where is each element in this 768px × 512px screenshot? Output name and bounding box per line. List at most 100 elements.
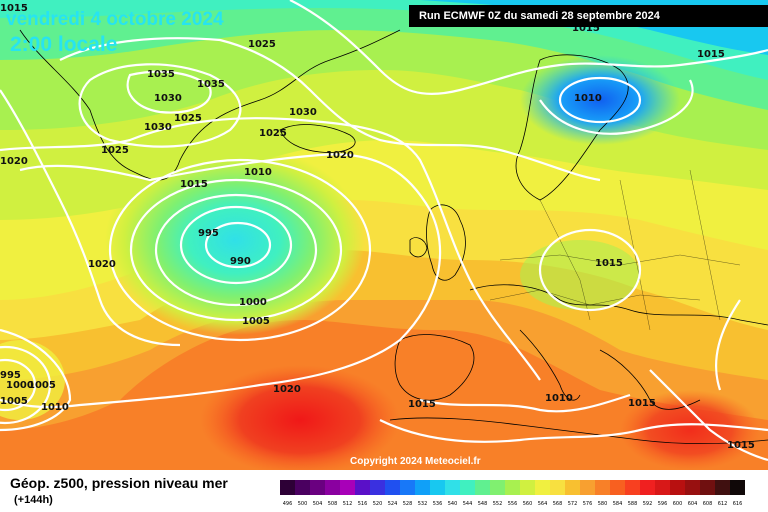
isobar-1010-scand [558,76,642,124]
scale-swatch [325,480,340,495]
border-mid [489,289,701,306]
scale-swatch [595,480,610,495]
field-atlantic-low [105,145,365,335]
isobar-1005 [129,178,343,322]
scale-label: 540 [447,501,458,507]
scale-label: 512 [342,501,353,507]
scale-swatch [580,480,595,495]
scale-label: 560 [522,501,533,507]
color-scale [280,480,745,495]
scale-swatch [370,480,385,495]
scale-swatch [280,480,295,495]
isobar-label: 1015 [595,258,623,269]
scale-swatch [310,480,325,495]
scale-swatch [685,480,700,495]
balkans-coast [599,349,701,410]
border-north [499,254,741,266]
isobar-label: 990 [230,256,251,267]
forecast-date: vendredi 4 octobre 2024 [6,9,224,30]
border-vert3 [689,169,721,321]
scale-label: 596 [657,501,668,507]
isobar-label: 1020 [0,156,28,167]
coastlines [19,29,768,445]
copyright-text: Copyright 2024 Meteociel.fr [350,456,481,467]
isobar-label: 1025 [248,39,276,50]
isobar-1010-west [0,328,72,432]
weather-map: 1015 1025 1035 1030 1035 1025 1030 1025 … [0,0,768,470]
scale-label: 524 [387,501,398,507]
isobar-1010-med [419,393,631,413]
isobar-lines [0,0,768,462]
scale-label: 604 [687,501,698,507]
scale-swatch [445,480,460,495]
isobar-990 [204,221,272,269]
isobar-label: 1010 [545,393,573,404]
scale-swatch [610,480,625,495]
scale-swatch [535,480,550,495]
scale-label: 528 [402,501,413,507]
scale-swatch [340,480,355,495]
isobar-label: 1005 [242,316,270,327]
africa-coast [389,417,768,445]
isobar-label: 1025 [259,128,287,139]
isobar-label: 1015 [628,398,656,409]
scale-label: 500 [297,501,308,507]
scale-label: 588 [627,501,638,507]
isobar-label: 995 [198,228,219,239]
isobar-1005-west [0,345,52,425]
isobar-995 [179,205,293,285]
isobar-label: 1015 [408,399,436,410]
scale-label: 608 [702,501,713,507]
scale-swatch [640,480,655,495]
scale-label: 612 [717,501,728,507]
scale-swatch [415,480,430,495]
scale-swatch [475,480,490,495]
isobar-label: 1015 [0,3,28,14]
run-banner: Run ECMWF 0Z du samedi 28 septembre 2024 [409,5,768,27]
isobar-1020-north [289,0,768,95]
scale-label: 572 [567,501,578,507]
isobar-label: 1020 [273,384,301,395]
scale-swatch [565,480,580,495]
scale-swatch [715,480,730,495]
isobar-1015-central [538,228,642,312]
scale-label: 548 [477,501,488,507]
isobar-1010 [108,158,372,342]
scale-swatch [505,480,520,495]
scale-label: 576 [582,501,593,507]
isobar-label: 1010 [41,402,69,413]
isobar-1015 [0,153,442,409]
isobar-label: 1035 [147,69,175,80]
iceland-coast [279,124,356,153]
isobar-1015-scand [539,79,694,135]
scale-swatch [520,480,535,495]
isobar-label: 1005 [28,380,56,391]
legend-title: Géop. z500, pression niveau mer [10,475,228,491]
isobar-1035 [126,70,212,114]
scale-swatch [550,480,565,495]
border-vert1 [539,199,591,321]
field-scand-low [520,55,680,145]
color-scale-labels: 496 500 504 508 512 516 520 524 528 532 536 540 544 5… [280,499,745,509]
scale-swatch [385,480,400,495]
isobar-1030 [78,63,242,148]
scale-swatch [430,480,445,495]
isobar-1000 [154,193,318,307]
forecast-time: 2:00 locale [10,33,118,56]
scale-label: 568 [552,501,563,507]
borders [489,169,741,331]
scale-label: 592 [642,501,653,507]
italy-coast [519,329,581,401]
isobar-label: 1020 [88,259,116,270]
britain-coast [426,204,466,281]
scale-swatch [460,480,475,495]
scale-label: 504 [312,501,323,507]
scale-label: 532 [417,501,428,507]
isobar-label: 1020 [326,150,354,161]
isobar-label: 1025 [101,145,129,156]
isobar-label: 1030 [289,107,317,118]
scale-label: 508 [327,501,338,507]
scale-swatch [400,480,415,495]
scale-label: 584 [612,501,623,507]
isobar-label: 1000 [239,297,267,308]
